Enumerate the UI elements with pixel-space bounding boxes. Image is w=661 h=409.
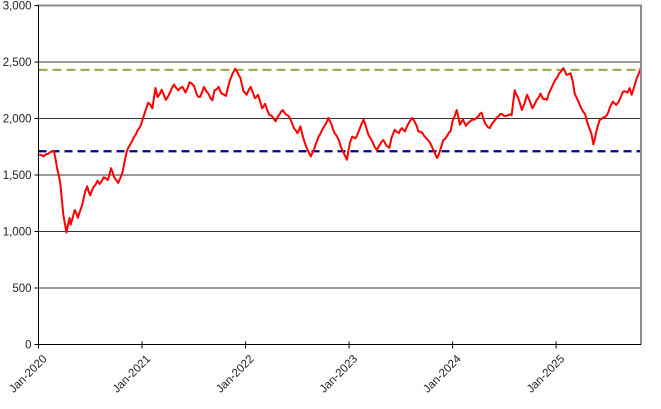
y-tick-label: 3,000 [3, 1, 32, 13]
price-line [37, 66, 642, 234]
y-tick-label: 2,000 [3, 114, 32, 126]
y-tick-label: 1,500 [3, 170, 32, 182]
y-tick-label: 500 [12, 283, 31, 295]
y-tick-label: 0 [25, 340, 31, 352]
y-tick-label: 1,000 [3, 227, 32, 239]
y-tick-label: 2,500 [3, 57, 32, 69]
